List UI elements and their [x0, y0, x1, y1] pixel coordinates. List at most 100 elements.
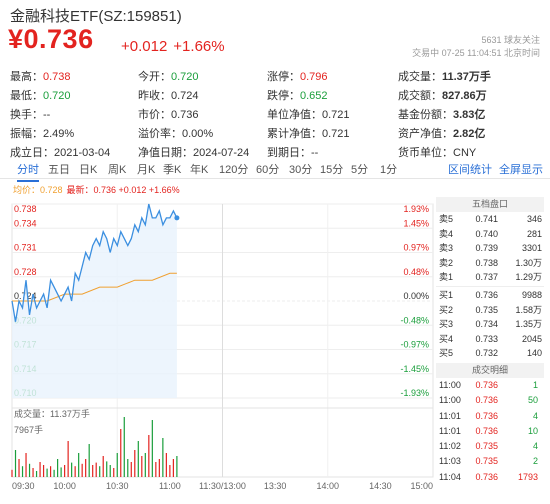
stat-label: 溢价率： [138, 128, 182, 140]
orderbook-level: 卖2 [439, 257, 454, 268]
pct-tick-label: 0.97% [403, 243, 429, 253]
volume-bar [74, 466, 76, 477]
volume-bar [11, 469, 13, 477]
trade-price: 0.736 [475, 395, 498, 406]
trade-volume: 50 [527, 395, 538, 406]
volume-bar [57, 459, 59, 477]
stat-item: 最低：0.720 [10, 87, 71, 103]
trade-volume: 1793 [517, 471, 538, 482]
orderbook-price: 0.741 [475, 214, 498, 224]
stat-label: 基金份额： [398, 109, 453, 121]
trade-row: 11:03 0.735 2 [436, 454, 544, 469]
trade-time: 11:01 [439, 425, 461, 436]
trade-price: 0.735 [475, 456, 498, 467]
stat-value: 0.724 [171, 90, 199, 102]
volume-bar [113, 468, 115, 477]
orderbook-price: 0.733 [475, 333, 498, 344]
pct-tick-label: 0.48% [403, 267, 429, 277]
y-tick-label: 0.728 [14, 267, 37, 277]
stat-label: 今开： [138, 71, 171, 83]
trade-row: 11:00 0.736 1 [436, 378, 544, 393]
stat-item: 市价：0.736 [138, 106, 199, 122]
stat-label: 成立日： [10, 147, 54, 159]
tab-period[interactable]: 日K [79, 164, 98, 176]
stat-value: 0.738 [43, 71, 71, 83]
x-tick-label: 10:00 [53, 481, 76, 491]
volume-bar [141, 456, 143, 477]
trade-row: 11:00 0.736 50 [436, 393, 544, 408]
stat-value: 827.86万 [442, 90, 487, 102]
stat-label: 最高： [10, 71, 43, 83]
stat-label: 振幅： [10, 128, 43, 140]
x-tick-label: 10:30 [106, 481, 129, 491]
x-tick-label: 13:30 [264, 481, 287, 491]
tab-period[interactable]: 周K [108, 164, 127, 176]
intraday-chart-svg[interactable]: 0.738 1.93% 0.734 1.45% 0.731 0.97% 0.728 0.48%… [0, 195, 437, 495]
stat-item: 振幅：2.49% [10, 125, 74, 141]
volume-bar [92, 465, 94, 477]
volume-bar [102, 456, 104, 477]
trade-row: 11:04 0.736 1793 [436, 470, 544, 485]
stat-item: 溢价率：0.00% [138, 125, 213, 141]
tab-period[interactable]: 五日 [48, 164, 70, 176]
orderbook-volume: 9988 [521, 289, 542, 300]
volume-bar [46, 468, 48, 477]
orderbook-volume: 1.29万 [515, 272, 542, 283]
followers-count[interactable]: 5631 球友关注 [481, 35, 540, 45]
stat-value: 2.82亿 [453, 128, 486, 140]
orderbook-volume: 2045 [521, 333, 542, 344]
trade-price: 0.735 [475, 441, 498, 452]
stat-label: 最低： [10, 90, 43, 102]
volume-label: 成交量：11.37万手 [14, 408, 90, 419]
stat-label: 单位净值： [267, 109, 322, 121]
tab-period[interactable]: 年K [190, 164, 209, 176]
stat-item: 单位净值：0.721 [267, 106, 350, 122]
stat-item: 跌停：0.652 [267, 87, 328, 103]
volume-bar [162, 438, 164, 477]
volume-bar [67, 441, 69, 477]
stat-value: 2024-07-24 [193, 147, 250, 159]
stat-item: 净值日期：2024-07-24 [138, 144, 249, 160]
volume-bar [39, 462, 41, 477]
stat-item: 最高：0.738 [10, 68, 71, 84]
orderbook-volume: 3301 [521, 243, 542, 254]
trade-time: 11:04 [439, 471, 461, 482]
orderbook-price: 0.732 [475, 348, 498, 359]
stat-item: 昨收：0.724 [138, 87, 199, 103]
volume-bar [116, 453, 118, 477]
stat-item: 换手：-- [10, 106, 50, 122]
tab-period[interactable]: 60分 [256, 164, 280, 176]
trade-time: 11:03 [439, 456, 461, 467]
stat-value: 0.721 [322, 128, 350, 140]
y-tick-label: 0.734 [14, 218, 37, 228]
orderbook-row: 卖2 0.738 1.30万 [436, 256, 544, 271]
tab-period[interactable]: 季K [163, 164, 182, 176]
tab-period[interactable]: 1分 [380, 164, 398, 176]
volume-bar [64, 465, 66, 477]
orderbook-row: 买3 0.734 1.35万 [436, 317, 544, 332]
stat-label: 换手： [10, 109, 43, 121]
trade-volume: 10 [527, 425, 538, 436]
stat-item: 今开：0.720 [138, 68, 199, 84]
pct-tick-label: -0.97% [400, 340, 429, 350]
stat-value: 2.49% [43, 128, 75, 140]
stat-item: 成立日：2021-03-04 [10, 144, 110, 160]
stat-value: 0.00% [182, 128, 214, 140]
volume-bar [130, 462, 132, 477]
fullscreen-link[interactable]: 全屏显示 [499, 164, 543, 176]
tab-period[interactable]: 5分 [351, 164, 369, 176]
volume-bar [134, 450, 136, 477]
orderbook-title: 五档盘口 [436, 197, 544, 212]
tab-period[interactable]: 分时 [17, 161, 39, 182]
range-stats-link[interactable]: 区间统计 [448, 164, 492, 176]
tab-period[interactable]: 120分 [219, 164, 249, 176]
orderbook-volume: 281 [526, 228, 542, 239]
volume-bar [120, 429, 122, 477]
tab-period[interactable]: 30分 [289, 164, 313, 176]
y-tick-label: 0.731 [14, 243, 37, 253]
intraday-chart[interactable]: 0.738 1.93% 0.734 1.45% 0.731 0.97% 0.728 0.48%… [0, 195, 437, 495]
tab-period[interactable]: 15分 [320, 164, 344, 176]
volume-bar [155, 462, 157, 477]
tab-period[interactable]: 月K [137, 164, 156, 176]
volume-bar [158, 459, 160, 477]
